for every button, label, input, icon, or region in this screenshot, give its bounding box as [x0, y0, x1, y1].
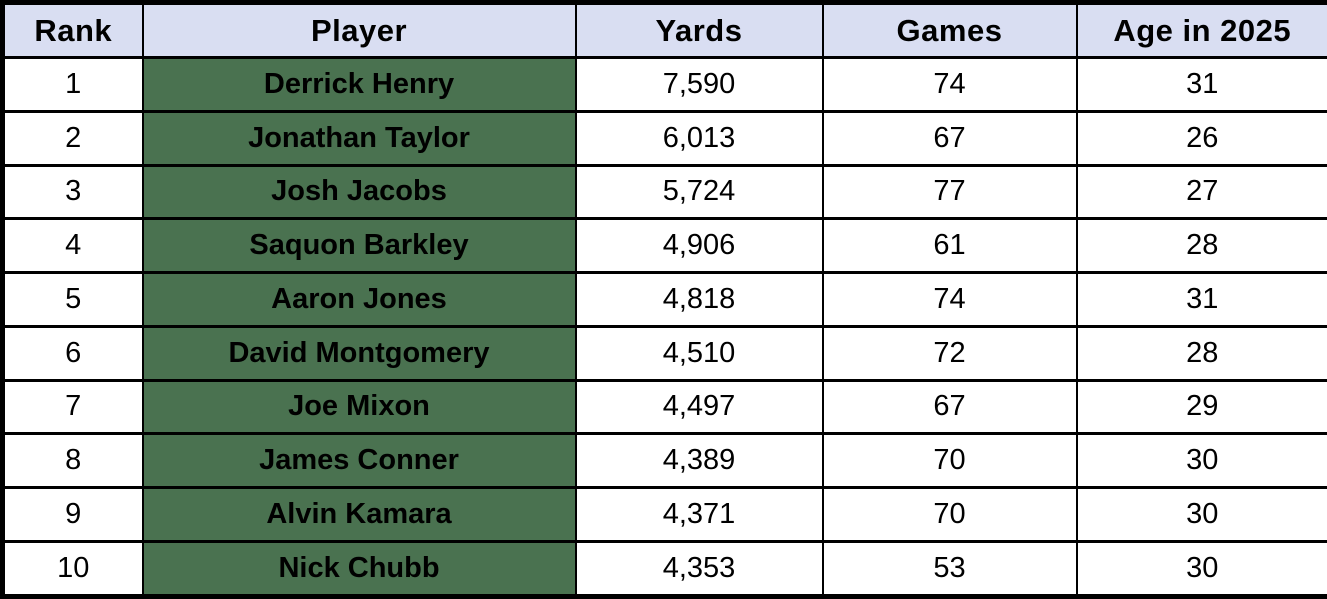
player-name-cell: Derrick Henry	[141, 56, 577, 113]
age-cell: 30	[1075, 432, 1327, 489]
table-row: 7 Joe Mixon 4,497 67 29	[1, 378, 1327, 436]
rank-cell: 8	[1, 432, 144, 489]
player-name-cell: David Montgomery	[141, 324, 577, 382]
column-header-player: Player	[141, 1, 577, 59]
age-cell: 31	[1075, 271, 1327, 328]
yards-cell: 4,371	[574, 486, 824, 543]
table-row: 3 Josh Jacobs 5,724 77 27	[1, 163, 1327, 221]
games-cell: 74	[821, 56, 1078, 113]
age-cell: 31	[1075, 56, 1327, 113]
rank-cell: 5	[1, 271, 144, 328]
yards-cell: 4,818	[574, 271, 824, 328]
games-cell: 67	[821, 109, 1078, 167]
table-row: 4 Saquon Barkley 4,906 61 28	[1, 217, 1327, 274]
rank-cell: 3	[1, 163, 144, 221]
yards-cell: 4,389	[574, 432, 824, 489]
age-cell: 29	[1075, 378, 1327, 436]
player-name-cell: Aaron Jones	[141, 271, 577, 328]
player-name-cell: Josh Jacobs	[141, 163, 577, 221]
games-cell: 72	[821, 324, 1078, 382]
rank-cell: 10	[1, 539, 144, 599]
yards-cell: 4,497	[574, 378, 824, 436]
rank-cell: 7	[1, 378, 144, 436]
player-name-cell: Jonathan Taylor	[141, 109, 577, 167]
rank-cell: 9	[1, 486, 144, 543]
table-row: 9 Alvin Kamara 4,371 70 30	[1, 486, 1327, 543]
player-name-cell: Saquon Barkley	[141, 217, 577, 274]
yards-cell: 6,013	[574, 109, 824, 167]
player-name-cell: James Conner	[141, 432, 577, 489]
player-name-cell: Nick Chubb	[141, 539, 577, 599]
table-row: 1 Derrick Henry 7,590 74 31	[1, 56, 1327, 113]
column-header-yards: Yards	[574, 1, 824, 59]
rank-cell: 4	[1, 217, 144, 274]
player-name-cell: Alvin Kamara	[141, 486, 577, 543]
yards-cell: 4,353	[574, 539, 824, 599]
games-cell: 77	[821, 163, 1078, 221]
column-header-rank: Rank	[1, 1, 144, 59]
rank-cell: 6	[1, 324, 144, 382]
table-row: 10 Nick Chubb 4,353 53 30	[1, 539, 1327, 599]
rank-cell: 2	[1, 109, 144, 167]
age-cell: 28	[1075, 324, 1327, 382]
yards-cell: 4,906	[574, 217, 824, 274]
games-cell: 53	[821, 539, 1078, 599]
yards-cell: 5,724	[574, 163, 824, 221]
age-cell: 26	[1075, 109, 1327, 167]
table-row: 2 Jonathan Taylor 6,013 67 26	[1, 109, 1327, 167]
age-cell: 30	[1075, 539, 1327, 599]
player-name-cell: Joe Mixon	[141, 378, 577, 436]
column-header-age: Age in 2025	[1075, 1, 1327, 59]
table-row: 5 Aaron Jones 4,818 74 31	[1, 271, 1327, 328]
age-cell: 28	[1075, 217, 1327, 274]
games-cell: 70	[821, 432, 1078, 489]
table-row: 6 David Montgomery 4,510 72 28	[1, 324, 1327, 382]
games-cell: 74	[821, 271, 1078, 328]
games-cell: 61	[821, 217, 1078, 274]
yards-cell: 7,590	[574, 56, 824, 113]
yards-cell: 4,510	[574, 324, 824, 382]
column-header-games: Games	[821, 1, 1078, 59]
age-cell: 30	[1075, 486, 1327, 543]
games-cell: 70	[821, 486, 1078, 543]
header-row: Rank Player Yards Games Age in 2025	[1, 1, 1327, 59]
games-cell: 67	[821, 378, 1078, 436]
age-cell: 27	[1075, 163, 1327, 221]
table-row: 8 James Conner 4,389 70 30	[1, 432, 1327, 489]
rank-cell: 1	[1, 56, 144, 113]
